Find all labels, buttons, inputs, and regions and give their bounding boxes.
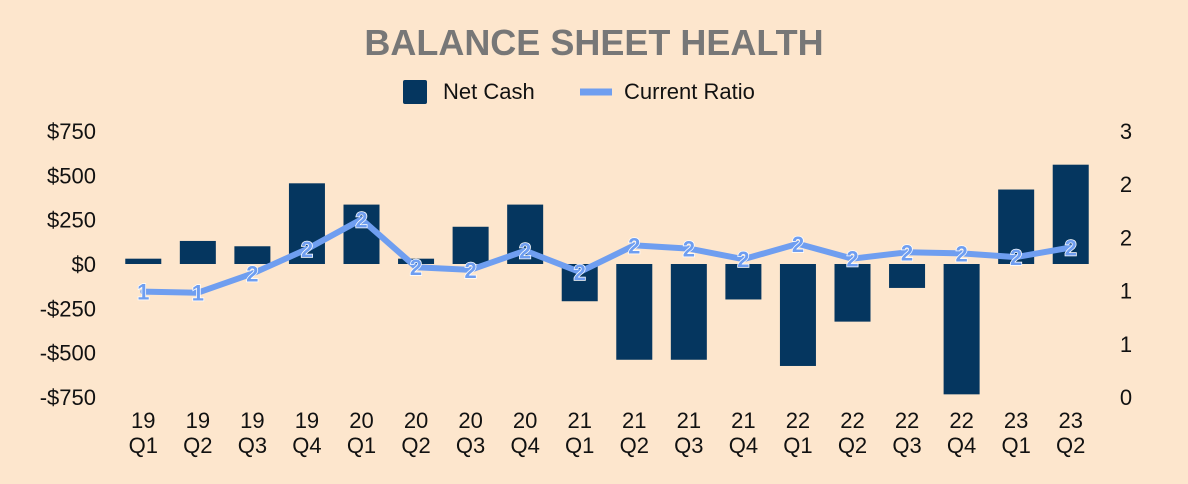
point-label-current-ratio: 2 [628, 233, 640, 258]
point-label-current-ratio: 2 [792, 232, 804, 257]
bar-net-cash [998, 189, 1035, 264]
legend-label-current-ratio: Current Ratio [624, 79, 755, 104]
y-left-tick-label: $500 [47, 163, 96, 188]
point-label-current-ratio: 2 [846, 247, 858, 272]
y-right-tick-label: 3 [1120, 119, 1132, 144]
y-axis-right: 3 2 2 1 1 0 [1120, 119, 1132, 410]
x-axis: 19 Q1 19 Q2 19 Q3 19 Q4 20 Q1 20 Q2 20 Q3 20 Q4 21 Q1 21 Q2… [129, 408, 1086, 458]
y-left-tick-label: $250 [47, 208, 96, 233]
bar-net-cash [179, 240, 216, 264]
bar-net-cash [398, 258, 435, 264]
x-tick-label: 19 Q4 [292, 408, 321, 458]
bar-net-cash [343, 204, 380, 264]
point-label-current-ratio: 2 [737, 247, 749, 272]
legend-swatch-net-cash [403, 80, 427, 104]
y-right-tick-label: 2 [1120, 225, 1132, 250]
bar-net-cash [889, 264, 926, 288]
x-tick-label: 23 Q2 [1056, 408, 1085, 458]
bar-net-cash [779, 264, 816, 366]
chart-title: BALANCE SHEET HEALTH [364, 22, 823, 63]
y-right-tick-label: 2 [1120, 172, 1132, 197]
point-label-current-ratio: 2 [683, 237, 695, 262]
x-tick-label: 20 Q1 [347, 408, 376, 458]
point-label-current-ratio: 2 [901, 240, 913, 265]
legend-label-net-cash: Net Cash [443, 79, 535, 104]
x-tick-label: 20 Q4 [510, 408, 539, 458]
y-left-tick-label: -$500 [40, 341, 96, 366]
point-label-current-ratio: 2 [464, 258, 476, 283]
legend: Net Cash Current Ratio [403, 79, 755, 104]
y-right-tick-label: 1 [1120, 279, 1132, 304]
point-label-current-ratio: 1 [192, 281, 204, 306]
bar-net-cash [725, 264, 762, 300]
bar-net-cash [234, 246, 271, 264]
point-label-current-ratio: 2 [1010, 245, 1022, 270]
y-right-tick-label: 1 [1120, 332, 1132, 357]
bar-net-cash [670, 264, 707, 360]
y-right-tick-label: 0 [1120, 385, 1132, 410]
x-tick-label: 19 Q2 [183, 408, 212, 458]
y-left-tick-label: -$750 [40, 385, 96, 410]
point-label-current-ratio: 2 [1065, 236, 1077, 261]
bar-net-cash [616, 264, 653, 360]
point-label-current-ratio: 2 [519, 239, 531, 264]
x-tick-label: 20 Q3 [456, 408, 485, 458]
y-left-tick-label: $750 [47, 119, 96, 144]
x-tick-label: 21 Q2 [620, 408, 649, 458]
y-axis-left: $750 $500 $250 $0 -$250 -$500 -$750 [40, 119, 96, 410]
x-tick-label: 19 Q1 [129, 408, 158, 458]
x-tick-label: 21 Q1 [565, 408, 594, 458]
point-label-current-ratio: 1 [137, 280, 149, 305]
point-label-current-ratio: 2 [574, 260, 586, 285]
bar-net-cash [125, 258, 162, 264]
bar-net-cash [452, 226, 489, 264]
x-tick-label: 22 Q4 [947, 408, 976, 458]
bar-net-cash [834, 264, 871, 322]
current-ratio-line: 1 1 2 2 2 2 2 2 2 2 2 2 2 2 2 2 2 2 [136, 207, 1077, 307]
x-tick-label: 22 Q3 [892, 408, 921, 458]
line-current-ratio [140, 216, 1074, 296]
x-tick-label: 20 Q2 [401, 408, 430, 458]
point-label-current-ratio: 2 [955, 241, 967, 266]
point-label-current-ratio: 2 [410, 255, 422, 280]
x-tick-label: 21 Q3 [674, 408, 703, 458]
x-tick-label: 21 Q4 [729, 408, 758, 458]
y-left-tick-label: -$250 [40, 296, 96, 321]
x-tick-label: 23 Q1 [1001, 408, 1030, 458]
point-label-current-ratio: 2 [246, 262, 258, 287]
point-label-current-ratio: 2 [301, 237, 313, 262]
x-tick-label: 19 Q3 [238, 408, 267, 458]
point-label-current-ratio: 2 [355, 207, 367, 232]
x-tick-label: 22 Q2 [838, 408, 867, 458]
bar-net-cash [943, 264, 980, 395]
y-left-tick-label: $0 [72, 252, 96, 277]
x-tick-label: 22 Q1 [783, 408, 812, 458]
net-cash-bars [125, 164, 1089, 395]
